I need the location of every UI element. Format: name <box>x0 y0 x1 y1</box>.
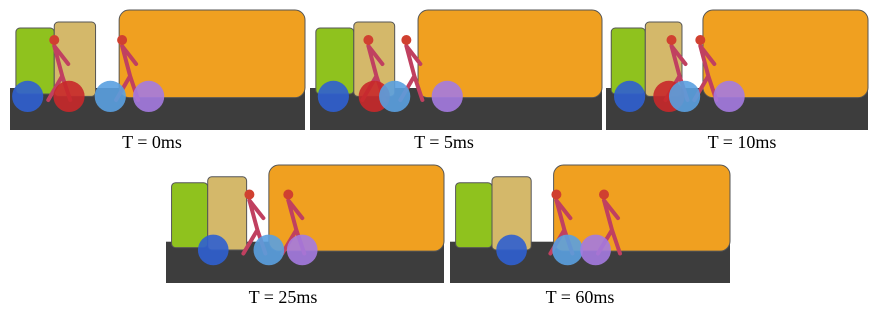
cyclist-head <box>667 35 677 45</box>
bicycle-wheel <box>379 81 410 112</box>
cyclist-head <box>117 35 127 45</box>
cyclist-head <box>49 35 59 45</box>
caption: T = 10ms <box>708 132 777 152</box>
bicycle-wheel <box>580 235 611 266</box>
page: {"panels": [ {"caption": "T = 0ms"}, {"c… <box>0 0 873 314</box>
bicycle-wheel <box>432 81 463 112</box>
cyclist-head <box>283 190 293 200</box>
cyclist-head <box>401 35 411 45</box>
panel <box>606 10 868 130</box>
bicycle-wheel <box>198 235 229 266</box>
cyclist-head <box>363 35 373 45</box>
figure: T = 0ms T = 5ms T = 10ms T = 25ms T = 60ms <box>0 0 873 314</box>
bicycle-wheel <box>133 81 164 112</box>
bicycle-wheel <box>496 235 527 266</box>
bicycle-wheel <box>53 81 84 112</box>
bicycle-wheel <box>318 81 349 112</box>
caption: T = 25ms <box>249 287 318 307</box>
panel <box>450 165 730 283</box>
truck-cab-green <box>456 183 492 248</box>
panel <box>10 10 305 130</box>
cyclist-head <box>551 190 561 200</box>
bicycle-wheel <box>95 81 126 112</box>
panel <box>166 165 444 283</box>
bicycle-wheel <box>552 235 583 266</box>
caption: T = 0ms <box>122 132 182 152</box>
cyclist-head <box>244 190 254 200</box>
bicycle-wheel <box>12 81 43 112</box>
bicycle-wheel <box>287 235 318 266</box>
bicycle-wheel <box>669 81 700 112</box>
bicycle-wheel <box>254 235 285 266</box>
panel <box>310 10 602 130</box>
caption: T = 60ms <box>546 287 615 307</box>
caption: T = 5ms <box>414 132 474 152</box>
truck-body <box>554 165 730 251</box>
truck-cab-green <box>172 183 208 248</box>
cyclist-head <box>599 190 609 200</box>
bicycle-wheel <box>714 81 745 112</box>
cyclist-head <box>695 35 705 45</box>
bicycle-wheel <box>614 81 645 112</box>
